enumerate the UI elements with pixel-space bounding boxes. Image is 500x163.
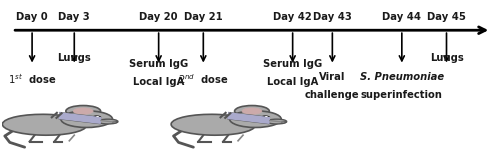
Circle shape (74, 108, 93, 114)
Circle shape (281, 121, 286, 123)
Circle shape (112, 121, 117, 123)
Text: Day 44: Day 44 (382, 12, 422, 22)
Text: $2^{nd}$  dose: $2^{nd}$ dose (178, 72, 228, 86)
Circle shape (92, 116, 100, 118)
Text: Local IgA: Local IgA (133, 77, 184, 87)
Text: Day 20: Day 20 (140, 12, 178, 22)
Text: challenge: challenge (305, 89, 360, 99)
Text: Lungs: Lungs (58, 53, 91, 63)
Ellipse shape (267, 119, 286, 124)
Text: Serum IgG: Serum IgG (263, 59, 322, 69)
Circle shape (96, 116, 99, 117)
Text: Day 0: Day 0 (16, 12, 48, 22)
Text: Serum IgG: Serum IgG (129, 59, 188, 69)
Circle shape (66, 105, 100, 117)
Text: Day 21: Day 21 (184, 12, 222, 22)
Text: Day 3: Day 3 (58, 12, 90, 22)
Text: Day 43: Day 43 (313, 12, 352, 22)
Circle shape (234, 105, 270, 117)
Circle shape (242, 108, 262, 114)
Text: S. Pneumoniae: S. Pneumoniae (360, 72, 444, 82)
Ellipse shape (98, 119, 118, 124)
Ellipse shape (2, 114, 86, 135)
Circle shape (61, 111, 112, 127)
Text: Day 42: Day 42 (274, 12, 312, 22)
Text: Viral: Viral (319, 72, 345, 82)
Text: Local IgA: Local IgA (267, 77, 318, 87)
Circle shape (262, 116, 270, 118)
Text: Lungs: Lungs (430, 53, 464, 63)
Text: superinfection: superinfection (361, 89, 443, 99)
Circle shape (265, 116, 268, 117)
Ellipse shape (171, 114, 256, 135)
Circle shape (230, 111, 281, 127)
Text: $1^{st}$  dose: $1^{st}$ dose (8, 72, 56, 86)
Text: Day 45: Day 45 (427, 12, 466, 22)
